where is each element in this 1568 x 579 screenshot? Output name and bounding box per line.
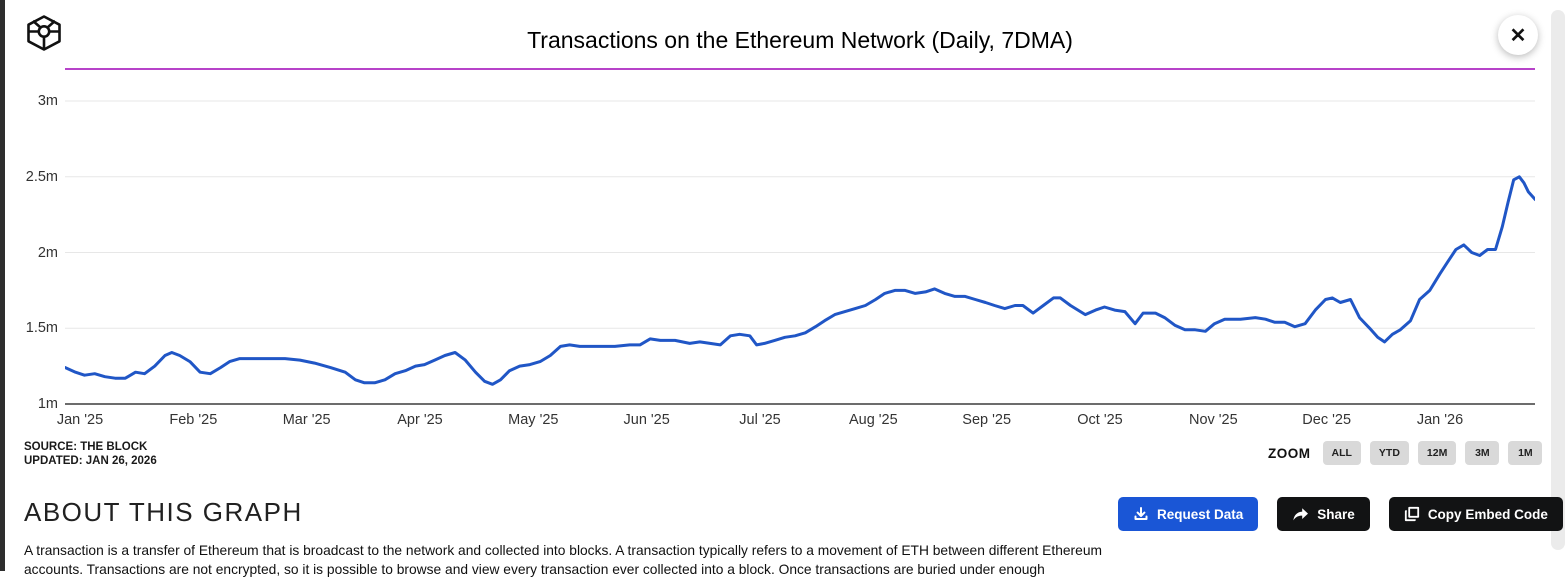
- y-tick-label: 2.5m: [25, 168, 58, 185]
- x-tick-label: Jan '25: [56, 412, 104, 428]
- page-left-edge: [0, 0, 5, 571]
- x-tick-label: May '25: [508, 412, 559, 428]
- copy-icon: [1404, 506, 1419, 522]
- about-heading: ABOUT THIS GRAPH: [24, 497, 303, 527]
- close-icon: ✕: [1509, 24, 1527, 47]
- zoom-range-button-12m[interactable]: 12M: [1417, 441, 1457, 465]
- updated-text: UPDATED: JAN 26, 2026: [24, 455, 157, 467]
- x-tick-label: Jun '25: [623, 412, 670, 428]
- vertical-scrollbar[interactable]: [1551, 10, 1565, 550]
- line-chart[interactable]: [65, 85, 1535, 405]
- x-tick-label: Dec '25: [1302, 412, 1352, 428]
- x-tick-label: Jul '25: [739, 412, 781, 428]
- y-tick-label: 3m: [37, 93, 58, 109]
- about-paragraph: A transaction is a transfer of Ethereum …: [24, 543, 1102, 577]
- copy-embed-code-button[interactable]: Copy Embed Code: [1388, 497, 1563, 531]
- x-tick-label: Aug '25: [848, 412, 898, 428]
- x-tick-label: Sep '25: [962, 412, 1012, 428]
- close-button[interactable]: ✕: [1498, 15, 1538, 55]
- zoom-range-button-all[interactable]: ALL: [1322, 441, 1361, 465]
- zoom-button-group: ALL YTD 12M 3M 1M: [1322, 441, 1543, 465]
- x-tick-label: Oct '25: [1077, 412, 1123, 428]
- share-label: Share: [1317, 506, 1355, 522]
- share-icon: [1293, 507, 1309, 520]
- request-data-button[interactable]: Request Data: [1118, 497, 1259, 531]
- download-icon: [1134, 507, 1148, 520]
- header-divider: [65, 68, 1535, 70]
- x-tick-label: Apr '25: [397, 412, 443, 428]
- chart-title: Transactions on the Ethereum Network (Da…: [527, 27, 1073, 53]
- y-tick-label: 2m: [37, 244, 58, 261]
- chart-line-series: [65, 175, 1535, 386]
- y-tick-label: 1.5m: [25, 320, 58, 337]
- x-tick-label: Nov '25: [1188, 412, 1238, 428]
- zoom-label: ZOOM: [1268, 445, 1311, 461]
- zoom-controls: ZOOM ALL YTD 12M 3M 1M: [1268, 441, 1543, 465]
- request-data-label: Request Data: [1157, 506, 1244, 522]
- y-tick-label: 1m: [37, 396, 58, 412]
- zoom-range-button-3m[interactable]: 3M: [1465, 441, 1500, 465]
- source-block: SOURCE: THE BLOCK UPDATED: JAN 26, 2026: [24, 440, 157, 468]
- share-button[interactable]: Share: [1277, 497, 1370, 531]
- the-block-logo-icon: [27, 15, 61, 51]
- zoom-range-button-1m[interactable]: 1M: [1508, 441, 1543, 465]
- x-tick-label: Jan '26: [1416, 412, 1464, 428]
- source-text: SOURCE: THE BLOCK: [24, 441, 148, 453]
- zoom-range-button-ytd[interactable]: YTD: [1369, 441, 1409, 465]
- action-buttons: Request Data Share Copy Embed Code: [1118, 497, 1563, 531]
- copy-embed-code-label: Copy Embed Code: [1427, 506, 1548, 522]
- x-tick-label: Mar '25: [282, 412, 331, 428]
- x-tick-label: Feb '25: [169, 412, 218, 428]
